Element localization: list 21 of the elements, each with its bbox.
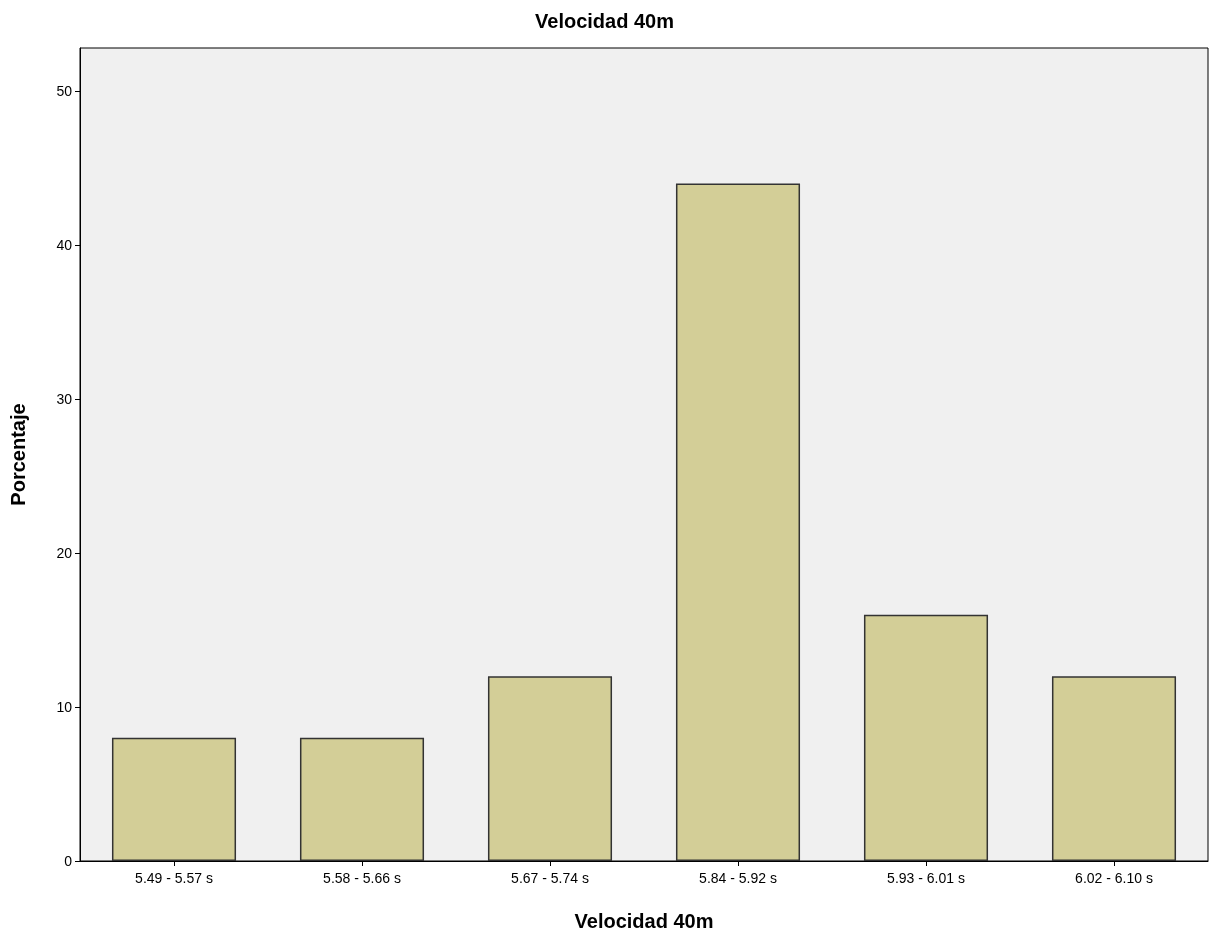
x-tick-label: 5.84 - 5.92 s (699, 870, 777, 886)
x-tick-label: 6.02 - 6.10 s (1075, 870, 1153, 886)
y-tick-label: 0 (64, 853, 73, 869)
x-tick-label: 5.93 - 6.01 s (887, 870, 965, 886)
x-axis-title: Velocidad 40m (574, 910, 714, 932)
bar (299, 737, 425, 861)
x-tick-label: 5.58 - 5.66 s (323, 870, 401, 886)
y-tick-label: 10 (56, 699, 73, 716)
y-axis-title: Porcentaje (7, 403, 29, 506)
x-tick-label: 5.67 - 5.74 s (511, 870, 589, 886)
bar (1051, 676, 1177, 861)
y-tick-label: 20 (56, 545, 73, 562)
bar (863, 614, 989, 861)
y-tick-label: 30 (56, 391, 73, 408)
chart-title: Velocidad 40m (535, 10, 674, 32)
y-tick-label: 50 (56, 83, 73, 100)
bar (675, 183, 801, 861)
y-tick-label: 40 (56, 237, 73, 254)
bar (111, 737, 237, 861)
x-tick-label: 5.49 - 5.57 s (135, 870, 213, 886)
bar (487, 676, 613, 861)
